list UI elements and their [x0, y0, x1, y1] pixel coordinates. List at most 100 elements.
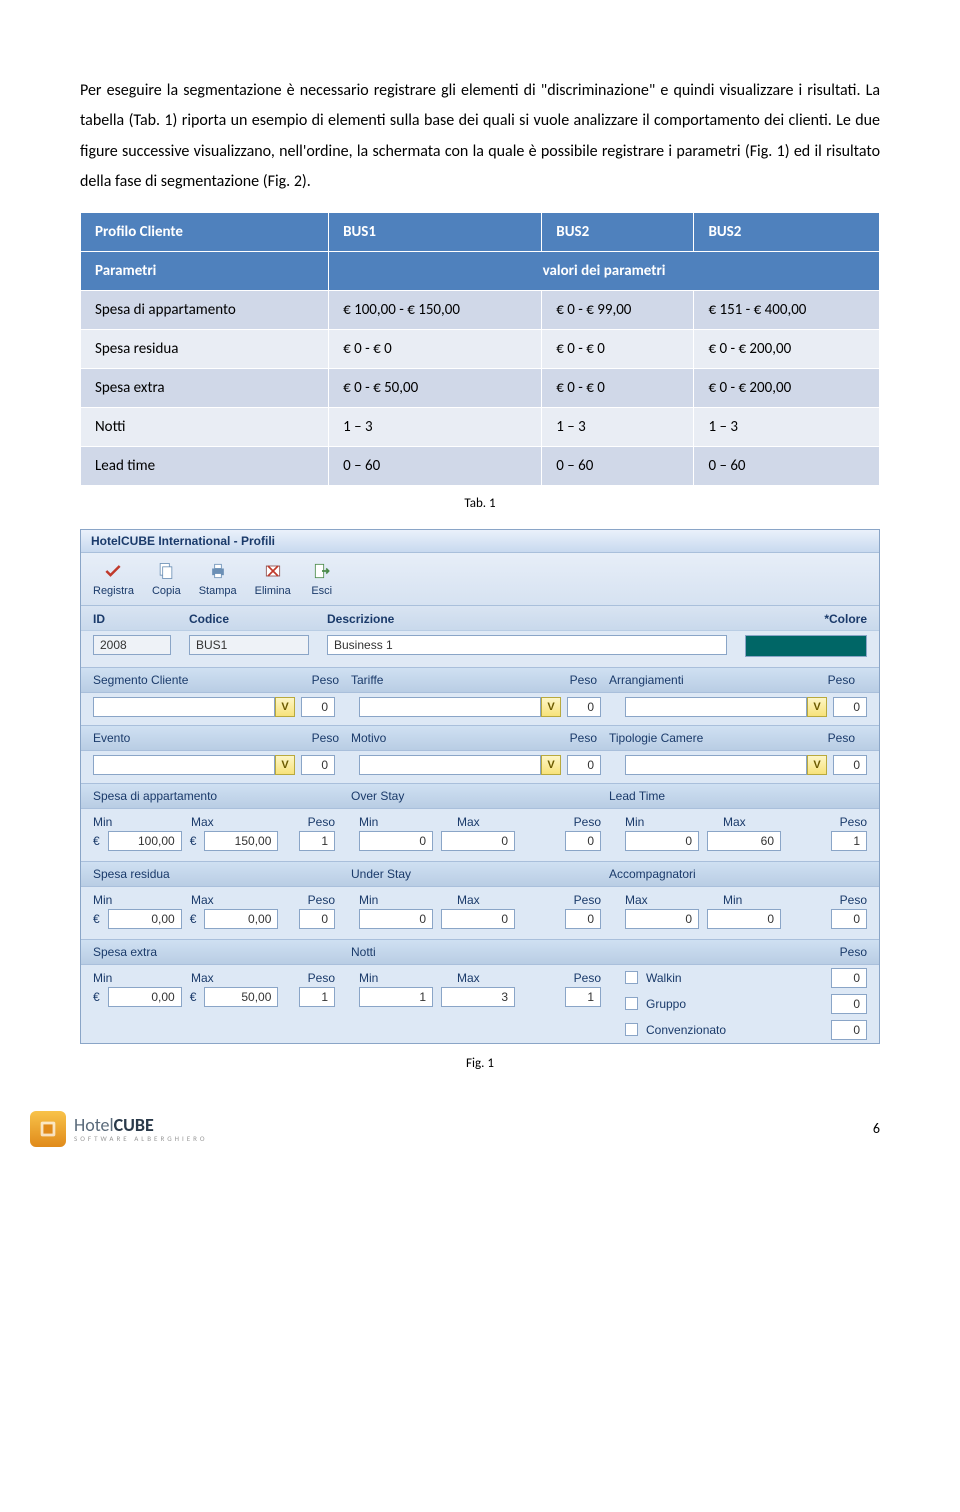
- peso-input[interactable]: 0: [831, 909, 867, 929]
- table-cell: 0 – 60: [329, 446, 542, 485]
- peso-input[interactable]: 0: [567, 697, 601, 717]
- table-cell: € 0 - € 0: [542, 329, 694, 368]
- dropdown-button[interactable]: V: [807, 697, 827, 717]
- elimina-button[interactable]: Elimina: [255, 559, 291, 597]
- peso-input[interactable]: 0: [565, 909, 601, 929]
- dropdown-button[interactable]: V: [275, 755, 295, 775]
- max-input[interactable]: 50,00: [204, 987, 278, 1007]
- min-input[interactable]: 0: [625, 831, 699, 851]
- hdr-colore: *Colore: [747, 612, 867, 626]
- stampa-button[interactable]: Stampa: [199, 559, 237, 597]
- min-input[interactable]: 1: [359, 987, 433, 1007]
- peso-input[interactable]: 0: [831, 968, 867, 988]
- check-icon: [100, 559, 126, 583]
- table-cell: € 0 - € 0: [329, 329, 542, 368]
- table-cell: € 151 - € 400,00: [694, 290, 880, 329]
- peso-input[interactable]: 0: [833, 697, 867, 717]
- logo: HotelCUBE SOFTWARE ALBERGHIERO: [30, 1111, 208, 1147]
- peso-input[interactable]: 0: [565, 831, 601, 851]
- max-input[interactable]: 60: [707, 831, 781, 851]
- min-input[interactable]: 0: [359, 831, 433, 851]
- min-input[interactable]: 0,00: [108, 987, 182, 1007]
- logo-sub: SOFTWARE ALBERGHIERO: [74, 1135, 208, 1142]
- dropdown-button[interactable]: V: [541, 697, 561, 717]
- table-cell: Spesa residua: [81, 329, 329, 368]
- print-icon: [205, 559, 231, 583]
- checkbox[interactable]: [625, 997, 638, 1010]
- table-cell: € 0 - € 0: [542, 368, 694, 407]
- th-bus1: BUS1: [329, 212, 542, 251]
- copy-icon: [153, 559, 179, 583]
- peso-input[interactable]: 0: [831, 994, 867, 1014]
- checkbox[interactable]: [625, 971, 638, 984]
- table-cell: € 0 - € 50,00: [329, 368, 542, 407]
- table-cell: Spesa extra: [81, 368, 329, 407]
- th-bus2b: BUS2: [694, 212, 880, 251]
- min-input[interactable]: 100,00: [108, 831, 182, 851]
- peso-input[interactable]: 1: [565, 987, 601, 1007]
- combo-input[interactable]: [625, 755, 807, 775]
- esci-button[interactable]: Esci: [309, 559, 335, 597]
- hdr-descr: Descrizione: [327, 612, 729, 626]
- peso-input[interactable]: 1: [299, 831, 335, 851]
- combo-input[interactable]: [93, 697, 275, 717]
- data-table: Profilo Cliente BUS1 BUS2 BUS2 Parametri…: [80, 212, 880, 486]
- app-window: HotelCUBE International - Profili Regist…: [80, 529, 880, 1044]
- table-cell: € 100,00 - € 150,00: [329, 290, 542, 329]
- input-id[interactable]: 2008: [93, 635, 171, 655]
- max-input[interactable]: 0: [441, 831, 515, 851]
- max-input[interactable]: 0: [441, 909, 515, 929]
- dropdown-button[interactable]: V: [541, 755, 561, 775]
- peso-input[interactable]: 0: [301, 755, 335, 775]
- max-input[interactable]: 150,00: [204, 831, 278, 851]
- table-cell: 1 – 3: [542, 407, 694, 446]
- table-cell: 1 – 3: [329, 407, 542, 446]
- checkbox[interactable]: [625, 1023, 638, 1036]
- hdr-id: ID: [93, 612, 171, 626]
- combo-input[interactable]: [625, 697, 807, 717]
- min-input[interactable]: 0: [359, 909, 433, 929]
- combo-input[interactable]: [359, 697, 541, 717]
- paragraph-1: Per eseguire la segmentazione è necessar…: [80, 76, 880, 198]
- table-cell: 0 – 60: [542, 446, 694, 485]
- peso-input[interactable]: 0: [833, 755, 867, 775]
- min-input[interactable]: 0: [625, 909, 699, 929]
- input-codice[interactable]: BUS1: [189, 635, 309, 655]
- hdr-codice: Codice: [189, 612, 309, 626]
- fig-caption: Fig. 1: [80, 1056, 880, 1071]
- table-cell: € 0 - € 200,00: [694, 329, 880, 368]
- page-number: 6: [873, 1120, 880, 1137]
- max-input[interactable]: 0: [707, 909, 781, 929]
- footer: HotelCUBE SOFTWARE ALBERGHIERO 6: [0, 1101, 960, 1167]
- combo-input[interactable]: [93, 755, 275, 775]
- combo-input[interactable]: [359, 755, 541, 775]
- registra-button[interactable]: Registra: [93, 559, 134, 597]
- table-cell: 0 – 60: [694, 446, 880, 485]
- table-cell: Spesa di appartamento: [81, 290, 329, 329]
- peso-input[interactable]: 0: [831, 1020, 867, 1040]
- peso-input[interactable]: 0: [299, 909, 335, 929]
- exit-icon: [309, 559, 335, 583]
- peso-input[interactable]: 1: [831, 831, 867, 851]
- min-input[interactable]: 0,00: [108, 909, 182, 929]
- th-valori: valori dei parametri: [329, 251, 880, 290]
- dropdown-button[interactable]: V: [807, 755, 827, 775]
- table-cell: Lead time: [81, 446, 329, 485]
- max-input[interactable]: 0,00: [204, 909, 278, 929]
- logo-hotel: Hotel: [74, 1114, 114, 1136]
- table-cell: Notti: [81, 407, 329, 446]
- logo-cube: CUBE: [114, 1114, 154, 1136]
- th-parametri: Parametri: [81, 251, 329, 290]
- toolbar: Registra Copia Stampa Elimina Esci: [81, 553, 879, 606]
- th-profilo: Profilo Cliente: [81, 212, 329, 251]
- dropdown-button[interactable]: V: [275, 697, 295, 717]
- peso-input[interactable]: 0: [301, 697, 335, 717]
- color-swatch[interactable]: [745, 635, 867, 657]
- max-input[interactable]: 3: [441, 987, 515, 1007]
- th-bus2a: BUS2: [542, 212, 694, 251]
- peso-input[interactable]: 0: [567, 755, 601, 775]
- copia-button[interactable]: Copia: [152, 559, 181, 597]
- table-cell: € 0 - € 200,00: [694, 368, 880, 407]
- input-descr[interactable]: Business 1: [327, 635, 727, 655]
- peso-input[interactable]: 1: [299, 987, 335, 1007]
